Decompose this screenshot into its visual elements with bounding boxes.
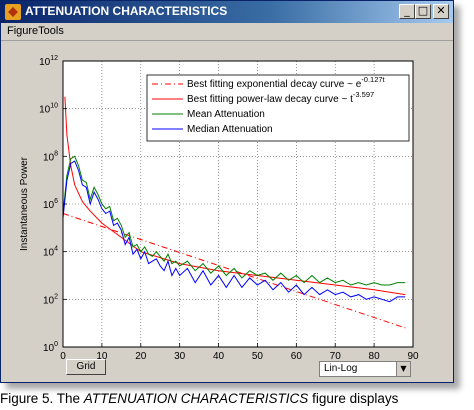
figure-window: ATTENUATION CHARACTERISTICS _ □ ✕ Figure… <box>0 0 454 383</box>
legend-entry-1: Best fitting power-law decay curve ~ t-3… <box>187 90 374 105</box>
close-button[interactable]: ✕ <box>433 4 449 19</box>
x-tick-label: 10 <box>96 351 108 359</box>
x-tick-label: 50 <box>252 351 264 359</box>
window-title: ATTENUATION CHARACTERISTICS <box>25 4 228 18</box>
scale-select[interactable]: Lin-Log ▼ <box>319 361 411 377</box>
series-line-0 <box>62 213 406 329</box>
legend-entry-0: Best fitting exponential decay curve ~ e… <box>187 75 386 90</box>
x-tick-label: 60 <box>291 351 303 359</box>
x-tick-label: 80 <box>369 351 381 359</box>
y-tick-label: 102 <box>43 293 58 306</box>
legend-entry-3: Median Attenuation <box>187 124 273 135</box>
caption-emphasis: ATTENUATION CHARACTERISTICS <box>83 391 309 406</box>
legend-entry-2: Mean Attenuation <box>187 109 265 120</box>
caption-suffix: figure displays <box>308 391 399 406</box>
x-tick-label: 30 <box>174 351 186 359</box>
figure-caption: Figure 5. The ATTENUATION CHARACTERISTIC… <box>0 391 398 406</box>
attenuation-chart: 0 10 20 30 40 50 60 70 80 90 100 102 104 106 108 1010 10… <box>19 55 419 359</box>
menu-bar: FigureTools <box>1 23 453 41</box>
x-tick-label: 90 <box>407 351 419 359</box>
chevron-down-icon[interactable]: ▼ <box>396 362 410 376</box>
x-tick-label: 40 <box>213 351 225 359</box>
legend-box <box>146 74 410 142</box>
caption-prefix: Figure 5. The <box>0 391 84 406</box>
series-line-3 <box>62 160 406 303</box>
y-tick-label: 104 <box>43 246 58 259</box>
series-line-2 <box>62 155 406 286</box>
y-tick-label: 108 <box>43 150 58 163</box>
y-tick-label: 100 <box>43 341 58 354</box>
title-bar[interactable]: ATTENUATION CHARACTERISTICS _ □ ✕ <box>1 1 453 23</box>
menu-figuretools[interactable]: FigureTools <box>7 25 64 37</box>
maximize-button[interactable]: □ <box>415 4 431 19</box>
scale-select-value: Lin-Log <box>324 363 358 374</box>
x-tick-label: 0 <box>60 351 66 359</box>
y-tick-label: 1012 <box>39 55 58 68</box>
grid-button[interactable]: Grid <box>66 359 106 375</box>
y-tick-label: 106 <box>43 198 58 211</box>
x-tick-label: 70 <box>330 351 342 359</box>
matlab-figure-icon <box>5 4 21 20</box>
y-axis-label: Instantaneous Power <box>19 156 30 251</box>
minimize-button[interactable]: _ <box>399 4 415 19</box>
x-tick-label: 20 <box>135 351 147 359</box>
y-tick-label: 1010 <box>39 103 58 116</box>
